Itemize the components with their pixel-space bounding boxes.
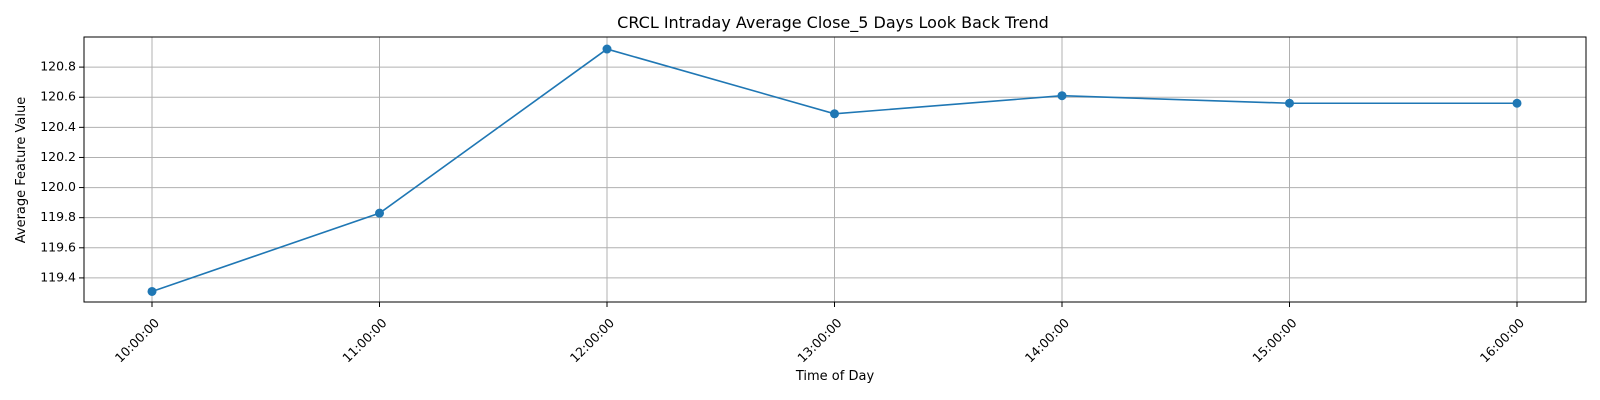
y-tick-label: 120.8: [40, 59, 76, 74]
y-tick-label: 119.4: [40, 269, 76, 284]
y-tick-label: 120.6: [40, 89, 76, 104]
y-tick-label: 120.4: [40, 119, 76, 134]
data-point: [375, 208, 384, 218]
x-tick-label: 14:00:00: [1022, 315, 1072, 365]
y-tick-label: 119.8: [40, 209, 76, 224]
x-tick-label: 13:00:00: [794, 315, 844, 365]
data-point: [1285, 98, 1294, 108]
x-axis-label: Time of Day: [795, 369, 875, 384]
x-tick-label: 12:00:00: [567, 315, 617, 365]
ticks-layer: 10:00:00 11:00:00 12:00:00 13:00:00 14:00:00…: [40, 59, 1527, 366]
data-point: [830, 109, 839, 119]
data-point: [602, 44, 612, 54]
series-layer: [147, 44, 1522, 296]
y-tick-label: 119.6: [40, 239, 76, 254]
y-tick-label: 120.2: [40, 149, 76, 164]
chart-title: CRCL Intraday Average Close_5 Days Look …: [617, 13, 1049, 33]
data-point: [1057, 91, 1067, 101]
x-tick-label: 16:00:00: [1477, 315, 1527, 365]
data-point: [147, 286, 157, 296]
y-tick-label: 120.0: [40, 179, 76, 194]
x-tick-label: 11:00:00: [339, 315, 389, 365]
data-point: [1512, 98, 1522, 108]
x-tick-label: 10:00:00: [112, 315, 162, 365]
grid-layer: [84, 37, 1586, 302]
x-tick-label: 15:00:00: [1249, 315, 1299, 365]
y-axis-label: Average Feature Value: [14, 97, 29, 243]
